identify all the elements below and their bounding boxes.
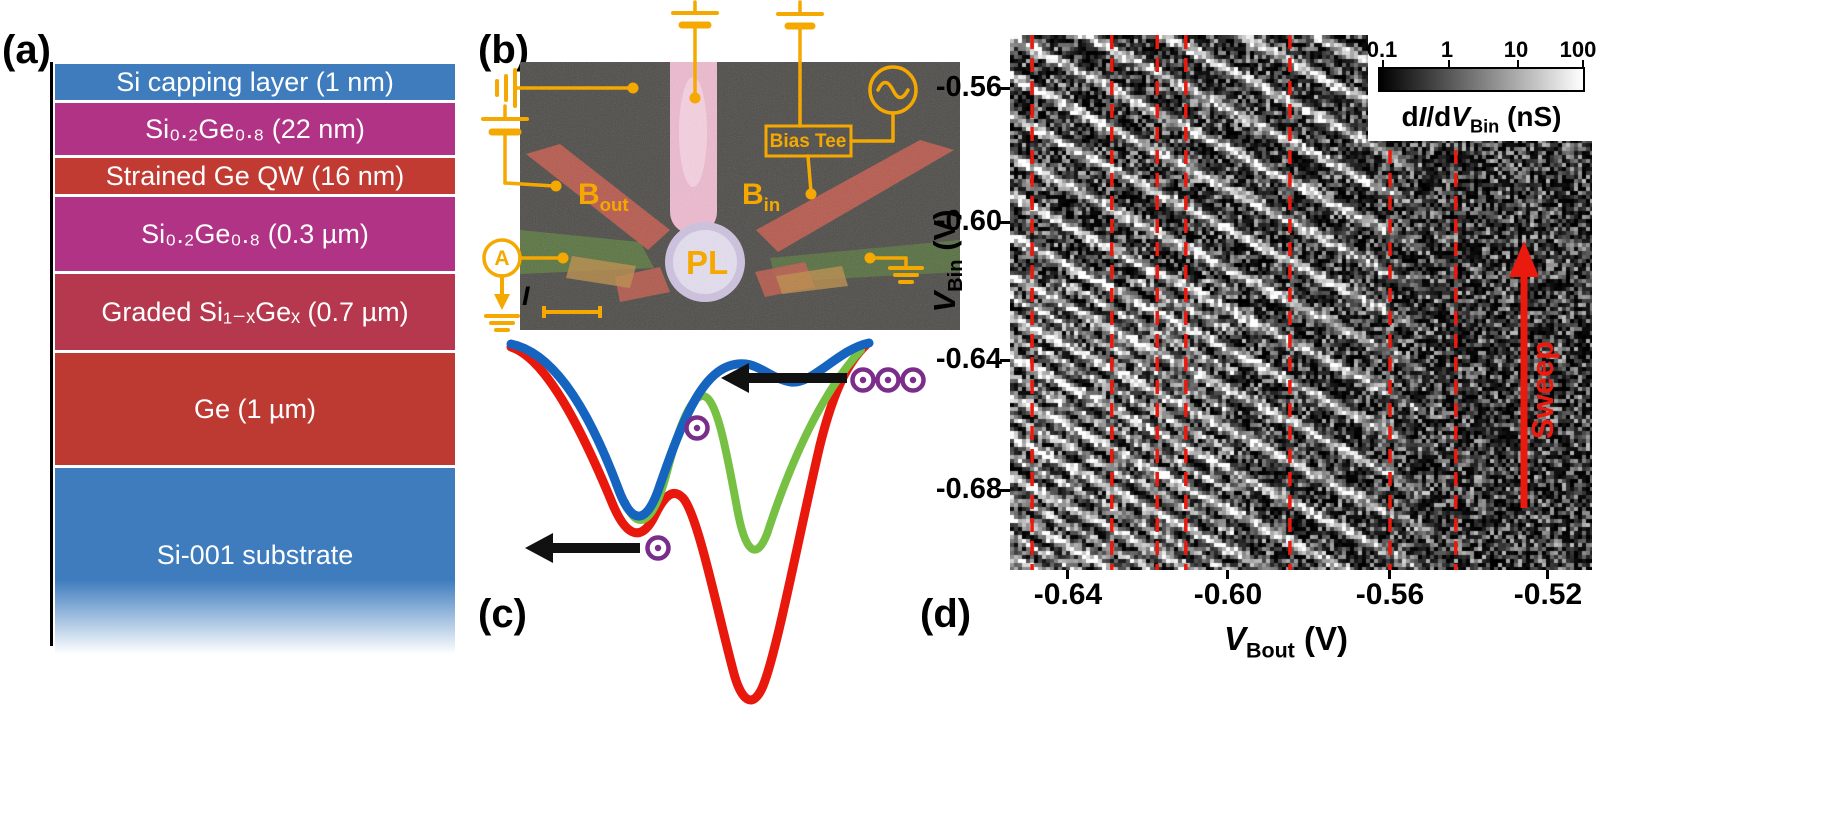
layer-label: Ge (1 µm) xyxy=(194,394,316,425)
ground-icon-right xyxy=(870,258,922,282)
layer-sige-top: Si₀.₂Ge₀.₈ (22 nm) xyxy=(55,103,455,155)
text-part: d xyxy=(1402,101,1419,132)
colorbar-tick: 10 xyxy=(1504,37,1528,63)
hole-marker xyxy=(853,370,874,391)
layer-si-capping: Si capping layer (1 nm) xyxy=(55,64,455,100)
y-tick-mark xyxy=(1000,87,1010,90)
right-barrier-label: Bin xyxy=(742,178,780,216)
layer-label: Si capping layer (1 nm) xyxy=(116,67,394,98)
layer-graded-sige: Graded Si₁₋ₓGeₓ (0.7 µm) xyxy=(55,274,455,350)
ground-icon-topleft xyxy=(497,70,631,106)
contact-dot xyxy=(865,253,876,264)
heterostructure-stack: Si capping layer (1 nm) Si₀.₂Ge₀.₈ (22 n… xyxy=(55,64,455,657)
transport-curves xyxy=(495,330,940,813)
text-part: V xyxy=(927,292,962,313)
x-tick-label: -0.52 xyxy=(1478,578,1618,612)
bias-tee-label: Bias Tee xyxy=(770,131,847,152)
x-tick-mark xyxy=(1066,570,1069,579)
text-part: out xyxy=(600,194,629,215)
hole-marker xyxy=(878,370,899,391)
layer-sige-buffer: Si₀.₂Ge₀.₈ (0.3 µm) xyxy=(55,197,455,271)
y-tick-label: -0.56 xyxy=(918,71,1002,104)
left-barrier-label: Bout xyxy=(578,178,629,216)
battery-icon-left xyxy=(483,106,554,186)
x-tick-mark xyxy=(1226,570,1229,579)
layer-ge: Ge (1 µm) xyxy=(55,353,455,465)
panel-a-label: (a) xyxy=(2,28,51,73)
hole-marker xyxy=(648,538,669,559)
battery-icon-plunger xyxy=(673,2,717,96)
text-part: Bin xyxy=(1470,117,1499,137)
layer-label: Graded Si₁₋ₓGeₓ (0.7 µm) xyxy=(101,297,408,328)
current-label: I xyxy=(522,281,530,311)
layer-label: Strained Ge QW (16 nm) xyxy=(106,161,405,192)
layer-label: Si₀.₂Ge₀.₈ (0.3 µm) xyxy=(141,219,369,250)
contact-dot xyxy=(551,181,562,192)
text-part: V xyxy=(1451,101,1470,132)
x-tick-label: -0.56 xyxy=(1320,578,1460,612)
text-part: V xyxy=(1224,620,1246,657)
colorbar-label: dI/dVBin (nS) xyxy=(1368,101,1595,138)
colorbar-tick-mark xyxy=(1382,60,1384,67)
circuit-overlay: A Bias Tee I xyxy=(470,0,990,346)
y-tick-mark xyxy=(1000,221,1010,224)
battery-icon-right xyxy=(778,2,822,126)
text-part: /d xyxy=(1426,101,1451,132)
contact-dot xyxy=(558,253,569,264)
sweep-label: Sweep xyxy=(1525,310,1559,470)
x-tick-mark xyxy=(1546,570,1549,579)
text-part: B xyxy=(742,178,764,211)
text-part: (V) xyxy=(1295,620,1348,657)
ammeter-label: A xyxy=(494,247,509,270)
x-tick-label: -0.64 xyxy=(998,578,1138,612)
text-part: (nS) xyxy=(1499,101,1561,132)
text-part: B xyxy=(578,178,600,211)
current-arrow xyxy=(494,294,510,310)
contact-dot xyxy=(628,83,639,94)
y-tick-label: -0.68 xyxy=(918,473,1002,506)
text-part: Bin xyxy=(945,259,967,291)
layer-ge-qw: Strained Ge QW (16 nm) xyxy=(55,158,455,194)
colorbar-tick-mark xyxy=(1582,60,1584,67)
stack-axis-line xyxy=(50,62,53,646)
colorbar-tick-mark xyxy=(1517,60,1519,67)
ground-icon-ammeter xyxy=(486,316,518,330)
layer-label: Si-001 substrate xyxy=(157,540,354,571)
x-axis-title: VBout (V) xyxy=(1186,620,1386,664)
contact-dot xyxy=(690,93,701,104)
plunger-label: PL xyxy=(686,244,728,282)
bias-tee-wire xyxy=(808,156,811,192)
layer-label: Si₀.₂Ge₀.₈ (22 nm) xyxy=(145,114,365,145)
y-tick-mark xyxy=(1000,359,1010,362)
panel-d-label: (d) xyxy=(920,592,971,637)
y-tick-label: -0.64 xyxy=(918,343,1002,376)
figure: (a) Si capping layer (1 nm) Si₀.₂Ge₀.₈ (… xyxy=(0,0,1839,813)
colorbar-tick: 100 xyxy=(1560,37,1597,63)
contact-dot xyxy=(806,189,817,200)
text-part: Bout xyxy=(1246,639,1295,663)
y-tick-mark xyxy=(1000,489,1010,492)
layer-substrate: Si-001 substrate xyxy=(55,468,455,654)
arrow-left xyxy=(525,533,640,563)
x-tick-label: -0.60 xyxy=(1158,578,1298,612)
hole-marker xyxy=(687,418,708,439)
ac-source-icon xyxy=(851,67,916,141)
colorbar-tick: 1 xyxy=(1441,37,1453,63)
y-tick-label: -0.60 xyxy=(918,205,1002,238)
colorbar-gradient xyxy=(1378,67,1585,92)
curve-red xyxy=(511,344,867,700)
x-tick-mark xyxy=(1388,570,1391,579)
colorbar-tick-mark xyxy=(1448,60,1450,67)
colorbar: 0.1 1 10 100 dI/dVBin (nS) xyxy=(1368,35,1595,141)
text-part: in xyxy=(764,194,781,215)
